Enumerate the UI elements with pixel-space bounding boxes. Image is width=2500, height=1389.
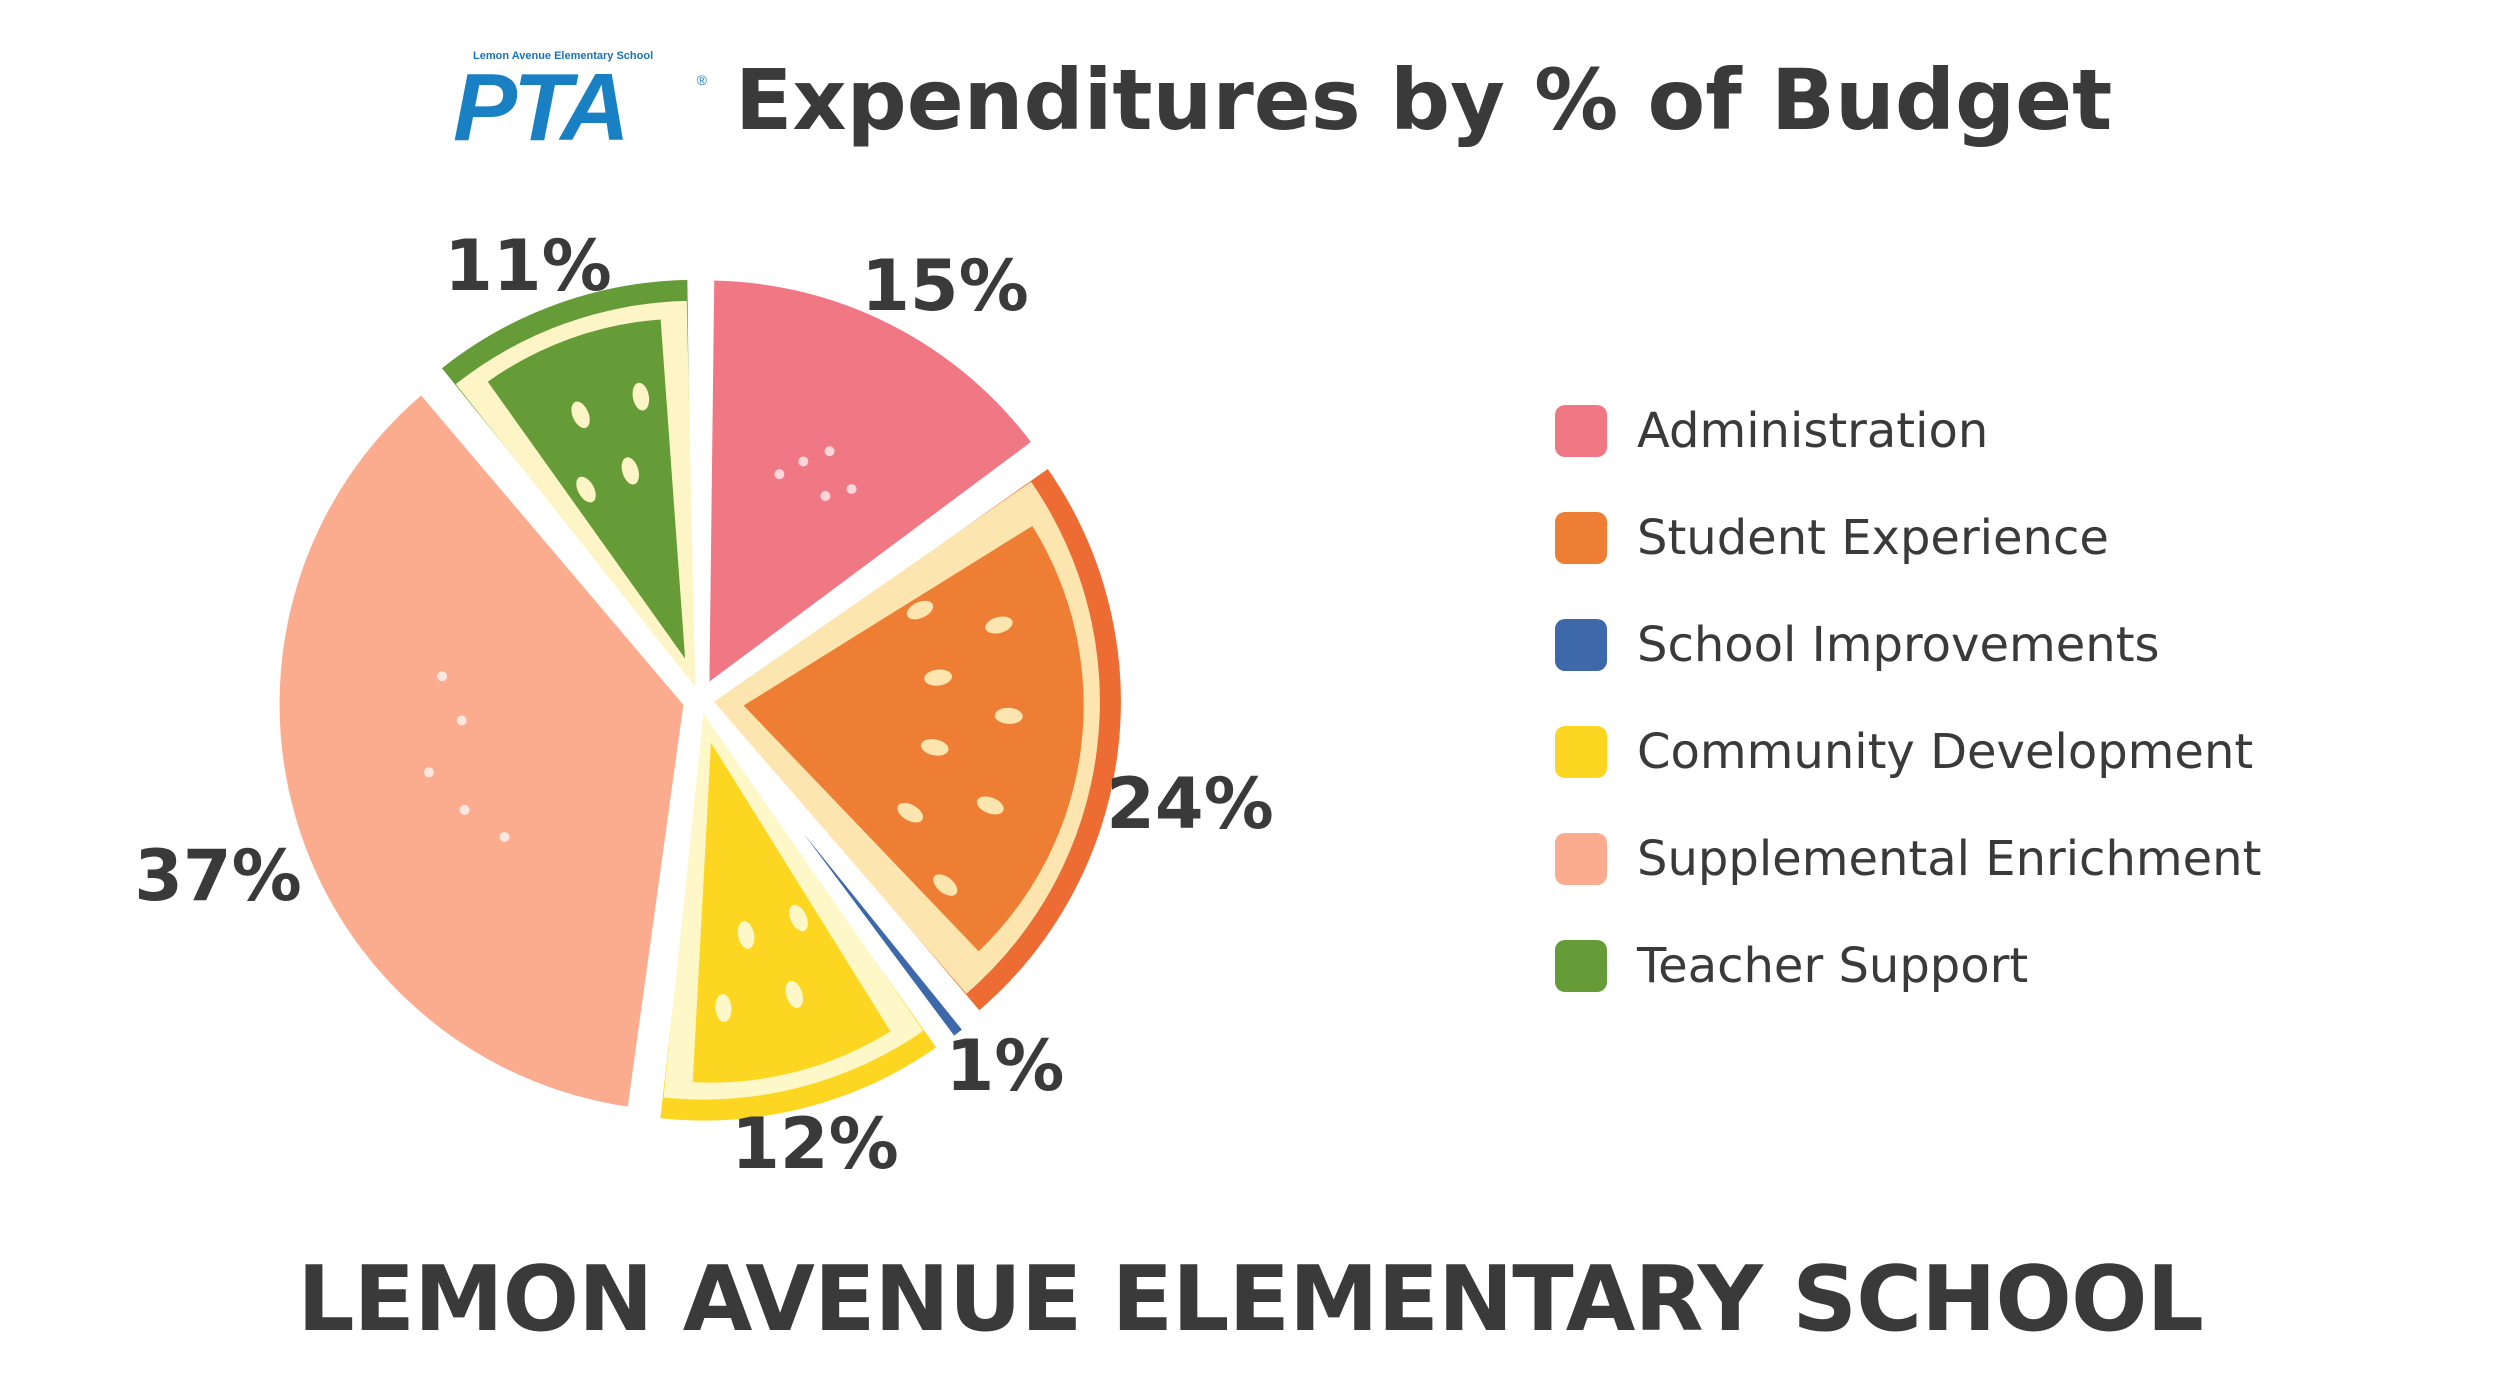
seed-community-development bbox=[789, 904, 808, 932]
pie-slice-administration bbox=[703, 274, 1039, 691]
pie-slice-school-improvements bbox=[705, 708, 970, 1043]
dot-administration bbox=[820, 490, 831, 501]
dot-administration bbox=[798, 456, 809, 467]
dot-administration bbox=[774, 469, 785, 480]
legend-swatch bbox=[1555, 940, 1607, 992]
slice-label-school-improvements: 1% bbox=[946, 1025, 1065, 1107]
seed-teacher-support bbox=[621, 457, 639, 485]
pie-slice-supplemental-enrichment bbox=[273, 388, 690, 1114]
pie-chart: 15% 24% 1% 12% 37% 11% bbox=[134, 225, 1274, 1185]
dot-supplemental-enrichment bbox=[437, 671, 448, 682]
pie-slice-student-experience bbox=[710, 461, 1127, 1018]
slice-label-administration: 15% bbox=[861, 245, 1029, 327]
pie-slice-rind-administration bbox=[703, 274, 1039, 691]
seed-community-development bbox=[737, 921, 755, 949]
dot-supplemental-enrichment bbox=[456, 715, 467, 726]
seed-student-experience bbox=[920, 738, 949, 756]
seed-community-development bbox=[715, 994, 732, 1023]
legend-label: Student Experience bbox=[1637, 510, 2109, 566]
seed-student-experience bbox=[897, 802, 924, 823]
seed-student-experience bbox=[906, 600, 934, 620]
seed-student-experience bbox=[933, 874, 958, 896]
legend-swatch bbox=[1555, 726, 1607, 778]
pie-slice-teacher-support bbox=[434, 273, 699, 690]
legend-swatch bbox=[1555, 405, 1607, 457]
legend-label: Supplemental Enrichment bbox=[1637, 831, 2262, 887]
dot-supplemental-enrichment bbox=[499, 832, 510, 843]
pie-slice-rind-school-improvements bbox=[705, 708, 970, 1043]
seed-student-experience bbox=[976, 796, 1004, 815]
logo-school-name: Lemon Avenue Elementary School bbox=[473, 50, 654, 62]
legend-label: School Improvements bbox=[1637, 617, 2160, 673]
header: Lemon Avenue Elementary School PTA ® Exp… bbox=[0, 40, 2500, 190]
seed-student-experience bbox=[985, 616, 1013, 634]
slice-label-teacher-support: 11% bbox=[444, 225, 612, 307]
pta-logo: Lemon Avenue Elementary School PTA ® bbox=[445, 48, 715, 168]
dot-administration bbox=[824, 446, 835, 457]
seed-student-experience bbox=[994, 707, 1023, 724]
chart-title: Expenditures by % of Budget bbox=[735, 51, 2113, 149]
logo-registered-mark: ® bbox=[696, 72, 707, 88]
seed-teacher-support bbox=[576, 476, 596, 503]
seed-student-experience bbox=[924, 669, 953, 686]
dot-supplemental-enrichment bbox=[423, 767, 434, 778]
legend-label: Community Development bbox=[1637, 724, 2254, 780]
legend-swatch bbox=[1555, 512, 1607, 564]
seed-teacher-support bbox=[632, 382, 650, 411]
dot-administration bbox=[846, 483, 857, 494]
seed-teacher-support bbox=[571, 401, 590, 429]
legend-swatch bbox=[1555, 619, 1607, 671]
slice-label-supplemental-enrichment: 37% bbox=[134, 835, 302, 917]
pie-slice-rind-supplemental-enrichment bbox=[273, 388, 690, 1114]
legend-swatch bbox=[1555, 833, 1607, 885]
logo-mark: PTA bbox=[453, 54, 630, 161]
legend-label: Administration bbox=[1637, 403, 1989, 459]
pie-slice-community-development bbox=[653, 710, 944, 1127]
slice-label-community-development: 12% bbox=[731, 1103, 899, 1185]
legend-label: Teacher Support bbox=[1637, 938, 2029, 994]
seed-community-development bbox=[785, 980, 804, 1009]
school-name-footer: LEMON AVENUE ELEMENTARY SCHOOL bbox=[297, 1247, 2204, 1352]
dot-supplemental-enrichment bbox=[459, 804, 470, 815]
slice-label-student-experience: 24% bbox=[1106, 763, 1274, 845]
